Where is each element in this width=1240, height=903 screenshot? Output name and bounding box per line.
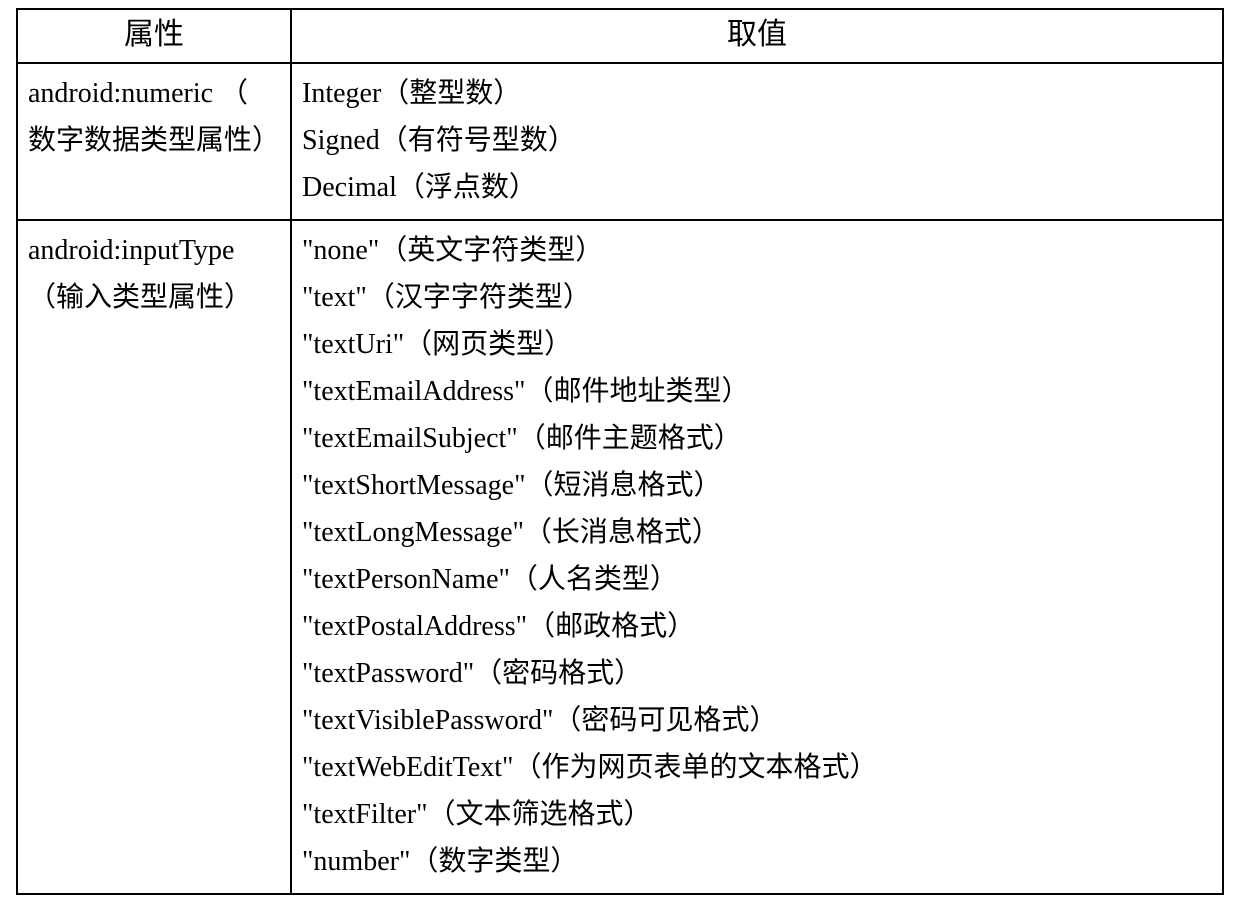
value-line: "textVisiblePassword"（密码可见格式） (302, 697, 1212, 744)
value-line: "number"（数字类型） (302, 838, 1212, 885)
table-row: android:inputType（输入类型属性） "none"（英文字符类型）… (17, 220, 1223, 894)
column-header-value: 取值 (291, 9, 1223, 63)
cell-attribute: android:numeric （ 数字数据类型属性） (17, 63, 291, 220)
attribute-table: 属性 取值 android:numeric （ 数字数据类型属性） Intege… (16, 8, 1224, 895)
table-row: android:numeric （ 数字数据类型属性） Integer（整型数）… (17, 63, 1223, 220)
value-line: "textEmailSubject"（邮件主题格式） (302, 415, 1212, 462)
value-line: "textFilter"（文本筛选格式） (302, 791, 1212, 838)
table-header-row: 属性 取值 (17, 9, 1223, 63)
value-line: "textPostalAddress"（邮政格式） (302, 603, 1212, 650)
cell-values: Integer（整型数） Signed（有符号型数） Decimal（浮点数） (291, 63, 1223, 220)
value-line: "textWebEditText"（作为网页表单的文本格式） (302, 744, 1212, 791)
value-line: "textPassword"（密码格式） (302, 650, 1212, 697)
value-line: "textUri"（网页类型） (302, 321, 1212, 368)
cell-values: "none"（英文字符类型） "text"（汉字字符类型） "textUri"（… (291, 220, 1223, 894)
page-container: 属性 取值 android:numeric （ 数字数据类型属性） Intege… (0, 0, 1240, 903)
value-line: "none"（英文字符类型） (302, 227, 1212, 274)
value-line: "text"（汉字字符类型） (302, 274, 1212, 321)
column-header-attribute: 属性 (17, 9, 291, 63)
value-line: "textEmailAddress"（邮件地址类型） (302, 368, 1212, 415)
value-line: Integer（整型数） (302, 70, 1212, 117)
value-line: Decimal（浮点数） (302, 164, 1212, 211)
cell-attribute: android:inputType（输入类型属性） (17, 220, 291, 894)
value-line: "textShortMessage"（短消息格式） (302, 462, 1212, 509)
value-line: "textPersonName"（人名类型） (302, 556, 1212, 603)
value-line: Signed（有符号型数） (302, 117, 1212, 164)
value-line: "textLongMessage"（长消息格式） (302, 509, 1212, 556)
